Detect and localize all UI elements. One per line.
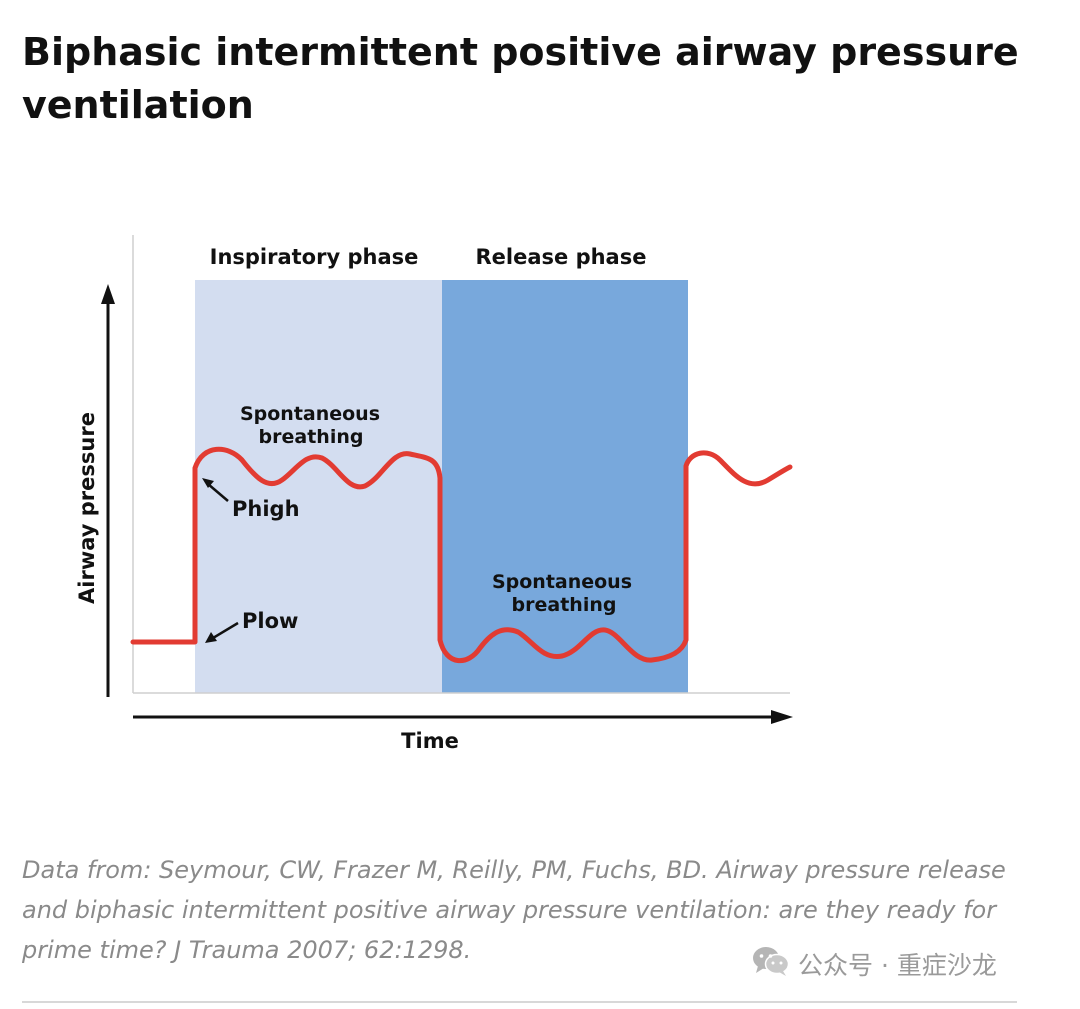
spontaneous-breathing-low-line1: Spontaneous [492,571,632,593]
inspiratory-phase-band [195,280,442,693]
bottom-divider [22,1001,1017,1003]
spontaneous-breathing-high-line1: Spontaneous [240,403,380,425]
plow-arrowhead [205,632,217,643]
spontaneous-breathing-low-line2: breathing [512,594,617,616]
inspiratory-phase-label: Inspiratory phase [210,245,419,269]
spontaneous-breathing-high-line2: breathing [259,426,364,448]
release-phase-band [442,280,688,693]
x-axis-arrowhead [771,710,793,724]
phigh-arrow-line [207,483,229,502]
phigh-label: Phigh [232,497,300,521]
plow-label: Plow [242,609,298,633]
pressure-waveform [130,446,793,664]
phigh-arrowhead [202,478,214,488]
y-axis-label: Airway pressure [75,412,99,604]
figure-caption: Data from: Seymour, CW, Frazer M, Reilly… [22,856,1006,964]
watermark-text: 公众号 · 重症沙龙 [798,951,997,980]
plow-arrow-line [212,621,239,640]
page-title: Biphasic intermittent positive airway pr… [22,30,1019,127]
watermark: 公众号 · 重症沙龙 [752,945,997,983]
release-phase-label: Release phase [476,245,647,269]
apv-diagram: Inspiratory phase Release phase Spontane… [75,235,793,753]
y-axis-arrowhead [101,284,115,304]
x-axis-label: Time [401,729,459,753]
wechat-icon [752,945,790,983]
